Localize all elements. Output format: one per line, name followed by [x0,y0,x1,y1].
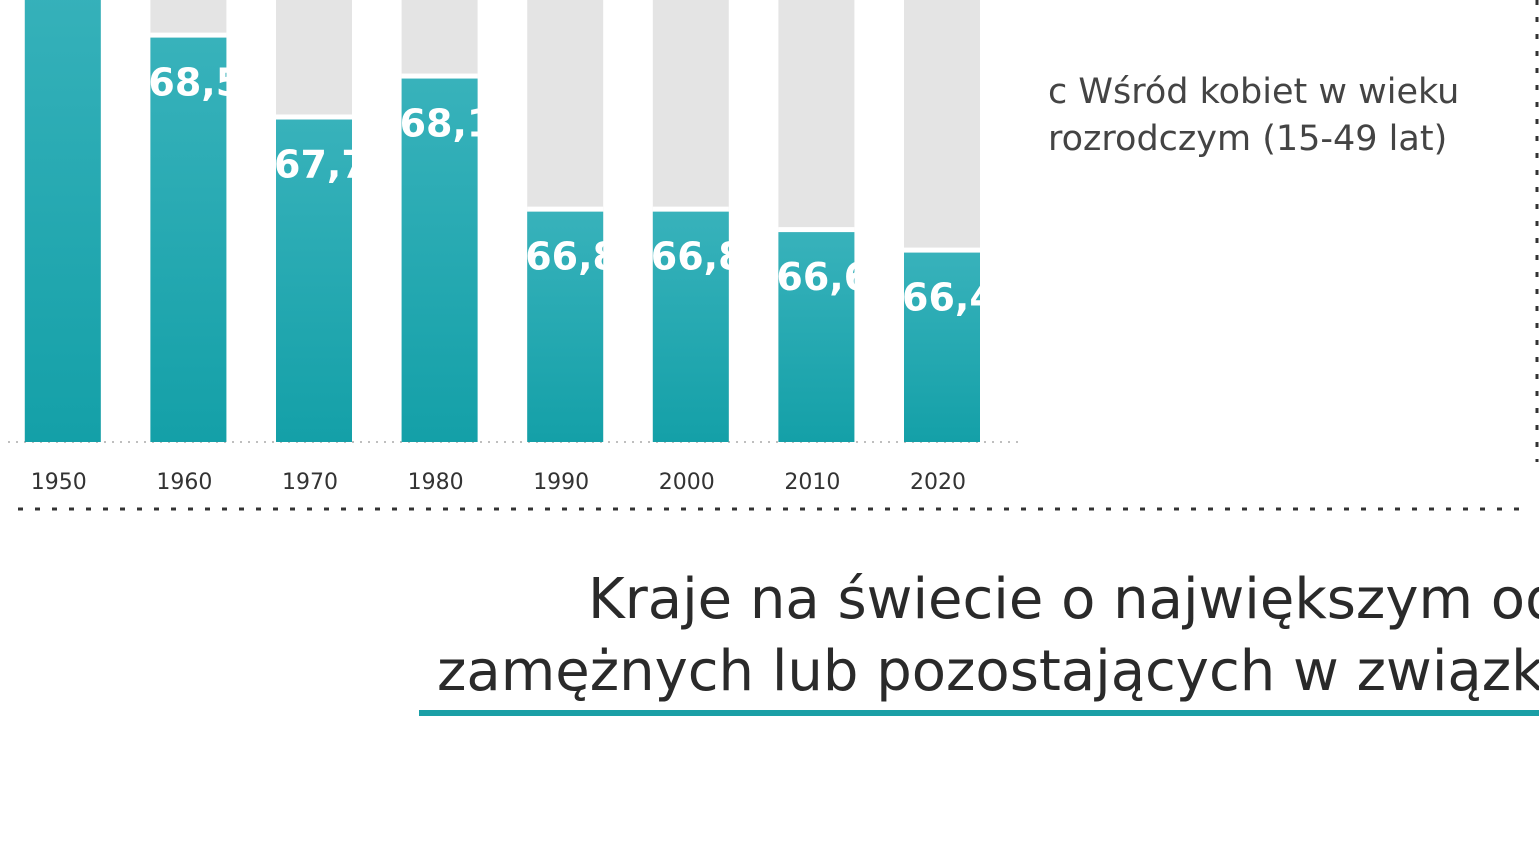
bar-gap [527,206,604,212]
x-tick-label: 1990 [533,470,589,495]
bar [401,78,478,442]
bar [652,211,729,442]
bar [24,0,101,442]
bar-gap [401,73,478,79]
bar-gap [778,227,855,233]
bar-gap [652,206,729,212]
bar [276,119,352,442]
x-tick-label: 1980 [408,470,464,495]
bar [904,252,980,442]
bar-gap [150,32,227,38]
note: c Wśród kobiet w wieku [1048,72,1459,112]
value-label: 67,7 [274,143,368,187]
note: rozrodczym (15-49 lat) [1048,119,1447,159]
x-tick-label: 2000 [659,470,715,495]
bar [778,232,855,442]
heading-underline [419,710,1539,716]
value-label: 68,5 [148,61,242,105]
x-tick-label: 2020 [910,470,966,495]
x-tick-label: 1950 [31,470,87,495]
value-label: 68,1 [400,102,494,146]
heading: zamężnych lub pozostających w związka [437,639,1539,704]
value-label: 66,8 [651,235,745,279]
value-label: 66,6 [776,255,870,299]
x-tick-label: 2010 [784,470,840,495]
heading: Kraje na świecie o największym od [588,567,1539,632]
bar-gap [276,114,352,120]
bar [150,37,227,442]
x-tick-label: 1970 [282,470,338,495]
bar [527,211,604,442]
bar-gap [904,247,980,253]
value-label: 66,4 [902,276,996,320]
value-label: 66,8 [525,235,619,279]
x-tick-label: 1960 [156,470,212,495]
